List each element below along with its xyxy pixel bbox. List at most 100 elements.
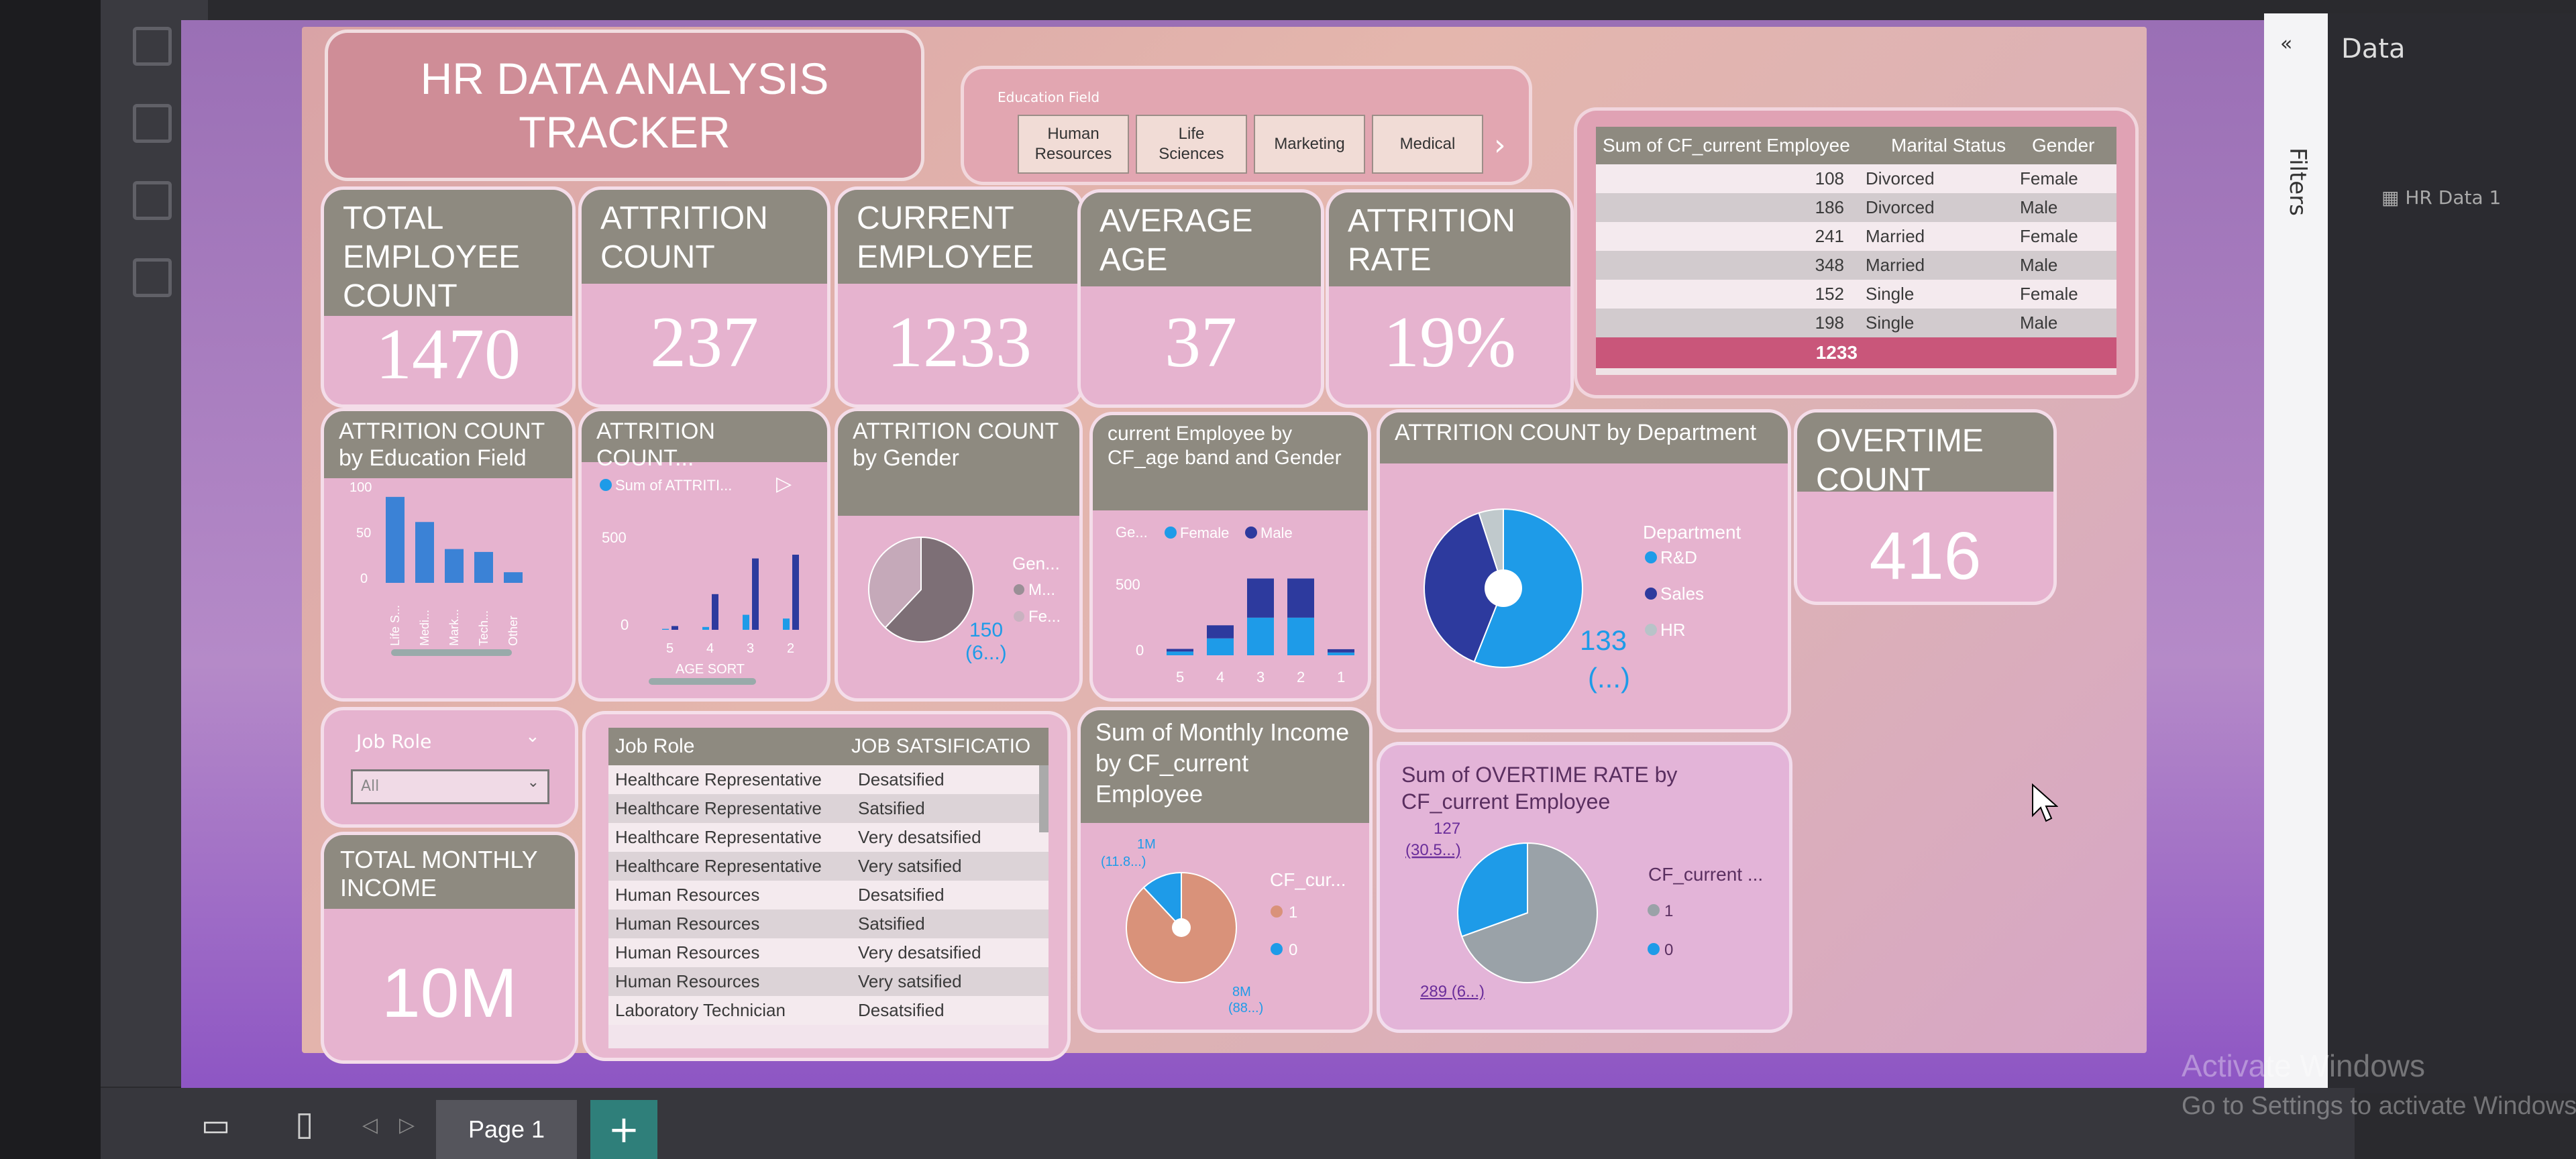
table-row[interactable]: 152 Single Female [1596,280,2116,309]
filters-label[interactable]: Filters [2284,148,2311,216]
table-row[interactable]: 108 Divorced Female [1596,164,2116,193]
legend-label: Sales [1660,584,1704,604]
bar [1167,649,1193,652]
kpi-attrition-count: ATTRITION COUNT 237 [578,186,830,408]
table-row[interactable]: Healthcare Representative Very satsified [608,852,1049,881]
legend-label: Male [1260,525,1293,541]
education-field-slicer[interactable]: Education Field Human Resources Life Sci… [961,66,1532,185]
chevron-down-icon[interactable]: ⌄ [525,726,540,747]
job-role-slicer[interactable]: Job Role ⌄ All ⌄ [321,707,578,828]
tick-label: 2 [787,641,794,656]
slicer-option-human-resources[interactable]: Human Resources [1018,115,1129,174]
bar [386,496,405,583]
chart-attrition-by-gender-card[interactable]: ATTRITION COUNT by Gender Gen... M... Fe… [835,408,1083,702]
table-row[interactable]: 241 Married Female [1596,222,2116,251]
tick-label: 5 [1176,669,1184,685]
table-view-icon[interactable] [133,104,172,143]
kpi-value: 416 [1869,518,1982,594]
add-page-button[interactable]: + [590,1100,657,1159]
slicer-option-life-sciences[interactable]: Life Sciences [1136,115,1247,174]
bar [1167,651,1193,655]
table-cell: 198 [1815,313,1844,333]
table-row[interactable]: Human Resources Desatsified [608,881,1049,909]
col-header[interactable]: Gender [2032,135,2095,156]
chart-title: Sum of OVERTIME RATE by CF_current Emplo… [1401,763,1678,814]
bar [1247,617,1274,655]
table-cell: Single [1866,313,1915,333]
tick-label: 500 [1116,576,1140,593]
chart-current-employee-age-band-card[interactable]: current Employee by CF_age band and Gend… [1089,412,1371,702]
table-cell: 241 [1815,226,1844,246]
table-row[interactable]: Healthcare Representative Satsified [608,794,1049,823]
scrollbar[interactable] [391,649,512,656]
bar [702,626,709,630]
tab-page-1[interactable]: Page 1 [436,1100,577,1159]
table-row[interactable]: 186 Divorced Male [1596,193,2116,222]
table-cell: Male [2020,197,2058,217]
pie-hole [1172,918,1191,937]
kpi-value: 237 [650,302,759,382]
col-header[interactable]: JOB SATSIFICATIO [851,735,1031,757]
table-scrollbar[interactable] [1039,765,1049,832]
tick-label: Tech... [477,610,490,646]
legend-title: Gen... [1012,553,1060,573]
prev-page-icon[interactable]: ◁ [362,1113,378,1137]
pie-slice [868,536,922,629]
data-pane-title: Data [2341,34,2406,64]
bar [1207,638,1234,655]
table-row[interactable]: Human Resources Satsified [608,909,1049,938]
table-row[interactable]: Laboratory Technician Desatsified [608,996,1049,1025]
chevron-down-icon[interactable]: ⌄ [527,774,539,791]
mobile-view-icon[interactable]: ▯ [295,1104,314,1143]
dataset-item[interactable]: ▦ HR Data 1 [2381,186,2501,209]
bar [1287,617,1314,655]
tick-label: 0 [621,616,629,633]
legend-label: 0 [1289,941,1297,959]
chart-income-svg: 1M (11.8...) 8M (88...) CF_cur... 1 0 [1101,837,1346,1015]
chart-title: ATTRITION COUNT by Department [1380,412,1788,463]
collapse-arrow-icon[interactable]: « [2280,32,2293,56]
chart-overtime-rate-card[interactable]: Sum of OVERTIME RATE by CF_current Emplo… [1377,742,1792,1033]
next-page-icon[interactable]: ▷ [399,1113,415,1137]
slicer-option-medical[interactable]: Medical [1372,115,1483,174]
table-row[interactable]: 198 Single Male [1596,309,2116,337]
chart-age-sort-svg: Sum of ATTRITI... ▷ 500 0 5 4 3 2 AGE SORT [600,473,799,685]
table-cell: Very satsified [858,856,962,876]
filters-pane[interactable]: « Filters [2264,13,2328,1093]
chart-title: ATTRITION COUNT... [582,411,827,471]
chart-monthly-income-card[interactable]: Sum of Monthly Income by CF_current Empl… [1077,707,1373,1033]
pie-slice [1457,842,1528,938]
table-row[interactable]: Human Resources Very satsified [608,967,1049,996]
table-cell: Female [2020,168,2078,188]
bar [415,522,434,583]
marital-status-table: Sum of CF_current Employee Marital Statu… [1596,127,2116,375]
dax-view-icon[interactable] [133,258,172,297]
job-role-dropdown[interactable]: All ⌄ [351,769,549,804]
desktop-view-icon[interactable]: ▭ [201,1107,231,1143]
table-row[interactable]: Healthcare Representative Desatsified [608,765,1049,794]
data-label: 133 [1580,624,1627,656]
report-view-icon[interactable] [133,27,172,66]
table-icon: ▦ [2381,186,2406,209]
table-cell: 108 [1815,168,1844,188]
kpi-total-employee-count: TOTAL EMPLOYEE COUNT 1470 [321,186,576,408]
col-header[interactable]: Sum of CF_current Employee [1603,135,1850,156]
model-view-icon[interactable] [133,181,172,220]
slicer-next-arrow-icon[interactable]: › [1494,128,1506,162]
col-header[interactable]: Marital Status [1891,135,2006,156]
chart-attrition-by-education-card[interactable]: ATTRITION COUNT by Education Field 100 5… [321,408,576,702]
table-row[interactable]: Human Resources Very desatsified [608,938,1049,967]
data-label: 150 [969,619,1003,641]
col-header[interactable]: Job Role [615,735,695,757]
chart-attrition-by-department-card[interactable]: ATTRITION COUNT by Department Department… [1377,409,1791,732]
chart-edu-svg: 100 50 0 Life S... Medi... Mark... Tech... O… [350,480,523,656]
table-row[interactable]: 348 Married Male [1596,251,2116,280]
bar [474,551,493,583]
chart-attrition-age-sort-card[interactable]: ATTRITION COUNT... Sum of ATTRITI... ▷ 5… [578,408,830,702]
data-label: (30.5...) [1405,841,1461,859]
table-cell: Healthcare Representative [615,827,822,847]
slicer-option-marketing[interactable]: Marketing [1254,115,1365,174]
pie-slice [1473,508,1583,668]
scrollbar[interactable] [649,678,756,685]
table-row[interactable]: Healthcare Representative Very desatsifie… [608,823,1049,852]
